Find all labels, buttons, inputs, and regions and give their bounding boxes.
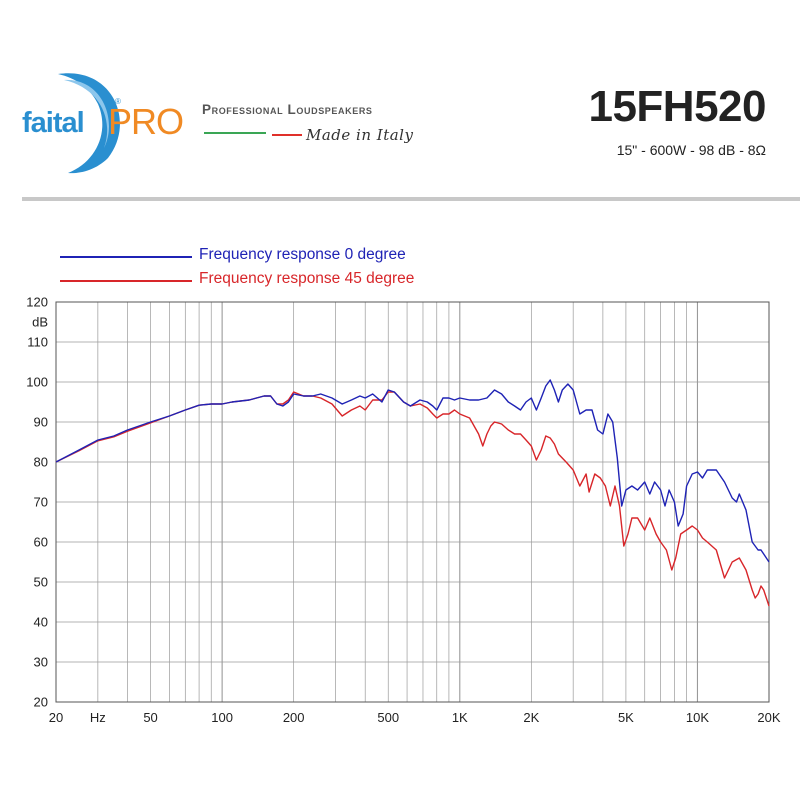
y-tick-label: 30	[34, 655, 48, 670]
logo-wordmark: faital	[22, 107, 84, 139]
x-tick-label: 5K	[618, 710, 634, 725]
y-tick-label: 70	[34, 495, 48, 510]
x-tick-label: 10K	[686, 710, 709, 725]
legend-swatch-45-degree	[60, 280, 192, 282]
y-axis-unit-label: dB	[32, 315, 48, 330]
logo-registered-mark: ®	[115, 97, 121, 106]
y-tick-label: 90	[34, 415, 48, 430]
legend-swatch-0-degree	[60, 256, 192, 258]
brand-block: Professional Loudspeakers Made in Italy	[202, 102, 452, 162]
model-specs: 15" - 600W - 98 dB - 8Ω	[616, 142, 766, 158]
x-tick-label: 20	[49, 710, 63, 725]
series-line-45-degree	[55, 391, 770, 607]
faitalpro-logo: faital PRO ®	[22, 73, 184, 174]
y-tick-label: 100	[26, 375, 48, 390]
model-title: 15FH520	[588, 82, 766, 131]
brand-line: Professional Loudspeakers	[202, 102, 373, 117]
legend-label-45-degree: Frequency response 45 degree	[199, 270, 415, 287]
x-tick-label: 20K	[757, 710, 780, 725]
y-tick-label: 120	[26, 295, 48, 310]
x-tick-label: 500	[377, 710, 399, 725]
x-tick-label: 100	[211, 710, 233, 725]
y-tick-label: 20	[34, 695, 48, 710]
header-divider	[22, 197, 800, 201]
chart-legend: Frequency response 0 degree Frequency re…	[60, 244, 460, 290]
made-in-italy: Made in Italy	[306, 126, 414, 144]
x-tick-label: 1K	[452, 710, 468, 725]
logo-blue-arc	[58, 73, 120, 174]
x-tick-label: 50	[143, 710, 157, 725]
y-tick-label: 60	[34, 535, 48, 550]
x-tick-label: 200	[283, 710, 305, 725]
green-rule	[204, 132, 266, 134]
y-tick-label: 80	[34, 455, 48, 470]
logo-pro: PRO	[108, 101, 183, 142]
frequency-response-chart: 20 30 40 50 60 70 80 90 100 110 120 dB 20 Hz 50 100 200 5…	[26, 295, 781, 726]
header: faital PRO ® Professional Loudspeakers M…	[0, 0, 800, 201]
logo-light-arc	[64, 79, 110, 148]
red-rule	[272, 134, 302, 136]
series-line-0-degree	[55, 379, 770, 563]
y-tick-label: 110	[27, 335, 48, 350]
y-tick-label: 40	[34, 615, 48, 630]
y-tick-label: 50	[34, 575, 48, 590]
x-tick-label: Hz	[90, 710, 106, 725]
legend-label-0-degree: Frequency response 0 degree	[199, 246, 406, 263]
plot-frame	[55, 301, 770, 703]
x-tick-label: 2K	[523, 710, 539, 725]
